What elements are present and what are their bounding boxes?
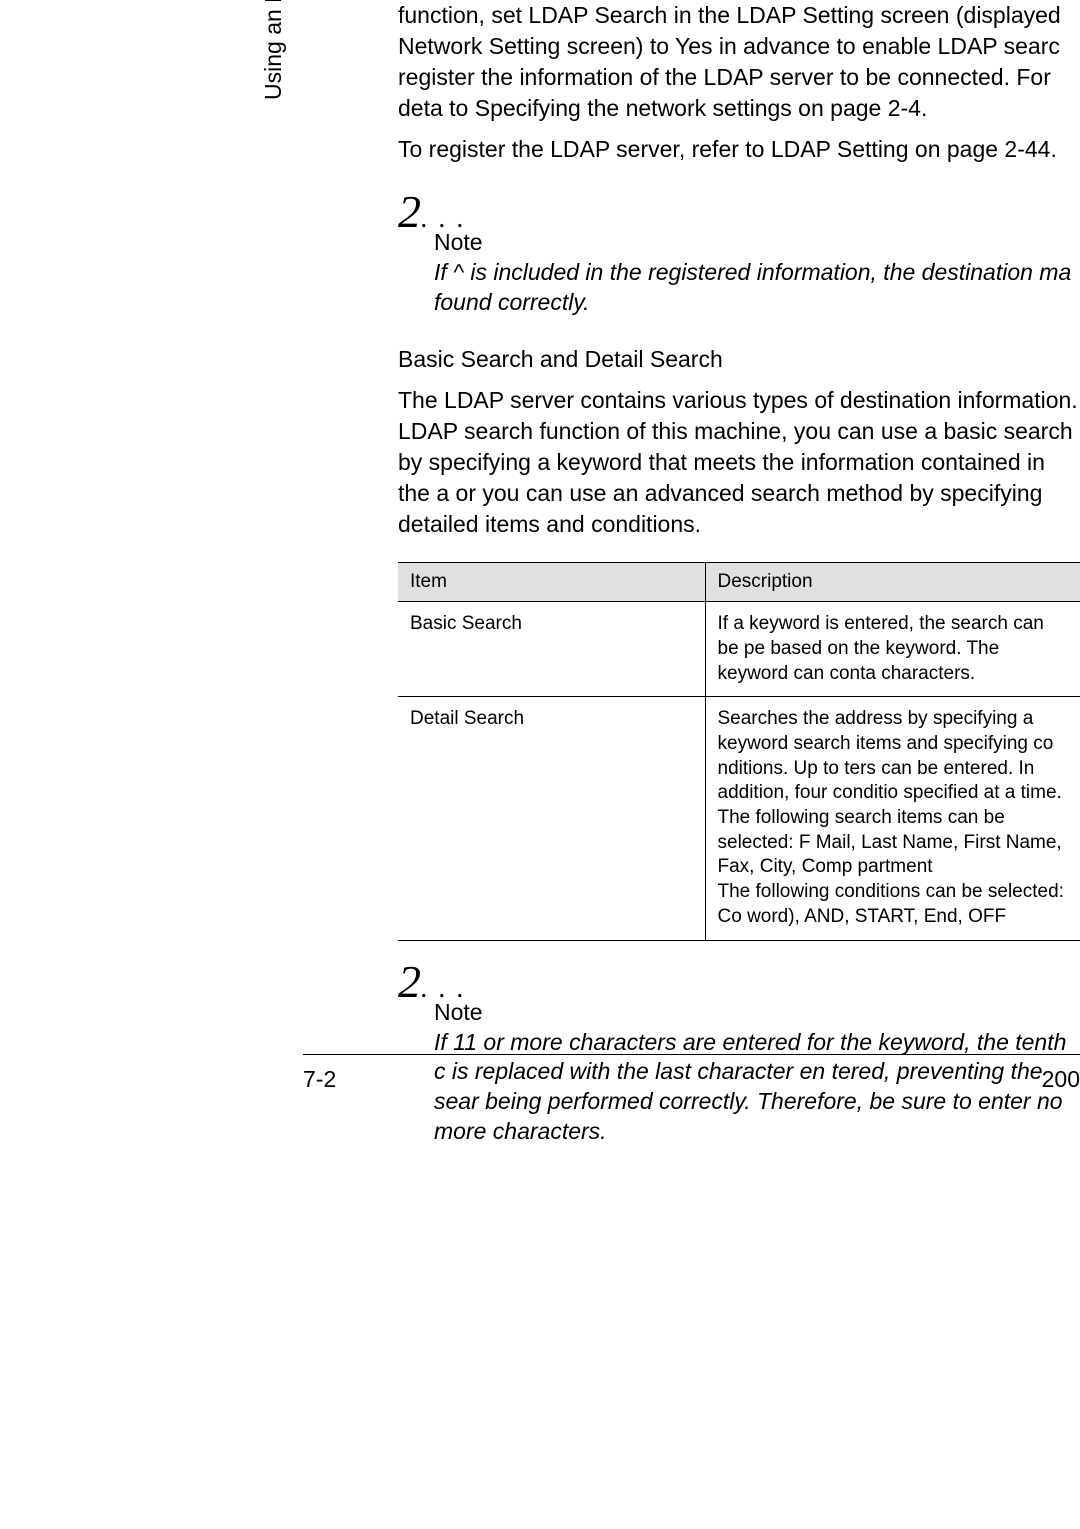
page-number-right: 200 xyxy=(1042,1066,1080,1093)
note-block-2: 2. . . Note If 11 or more characters are… xyxy=(398,941,1080,1148)
search-table: Item Description Basic Search If a keywo… xyxy=(398,562,1080,940)
note-body: If 11 or more characters are entered for… xyxy=(434,1028,1080,1148)
table-row: Basic Search If a keyword is entered, th… xyxy=(398,602,1080,697)
note-numeral-icon: 2 xyxy=(398,956,421,1007)
table-cell-desc: Searches the address by specifying a key… xyxy=(705,697,1080,940)
intro-para-1: function, set LDAP Search in the LDAP Se… xyxy=(398,0,1080,124)
table-row: Detail Search Searches the address by sp… xyxy=(398,697,1080,940)
table-header-description: Description xyxy=(705,563,1080,602)
table-cell-desc: If a keyword is entered, the search can … xyxy=(705,602,1080,697)
footer-divider xyxy=(303,1054,1080,1055)
table-cell-item: Detail Search xyxy=(398,697,705,940)
note-label: Note xyxy=(434,229,1080,256)
note-numeral-icon: 2 xyxy=(398,186,421,237)
note-icon: 2. . . xyxy=(398,959,466,1005)
page-number-left: 7-2 xyxy=(303,1066,336,1093)
table-header-row: Item Description xyxy=(398,563,1080,602)
section-body: The LDAP server contains various types o… xyxy=(398,385,1080,540)
chapter-side-label: Using an LDAP s xyxy=(260,0,287,100)
table-cell-item: Basic Search xyxy=(398,602,705,697)
note-label: Note xyxy=(434,999,1080,1026)
section-heading: Basic Search and Detail Search xyxy=(398,346,1080,373)
note-body: If ^ is included in the registered infor… xyxy=(434,258,1080,318)
page-content: function, set LDAP Search in the LDAP Se… xyxy=(398,0,1080,1147)
intro-para-2: To register the LDAP server, refer to LD… xyxy=(398,134,1080,165)
table-header-item: Item xyxy=(398,563,705,602)
note-block-1: 2. . . Note If ^ is included in the regi… xyxy=(398,171,1080,318)
